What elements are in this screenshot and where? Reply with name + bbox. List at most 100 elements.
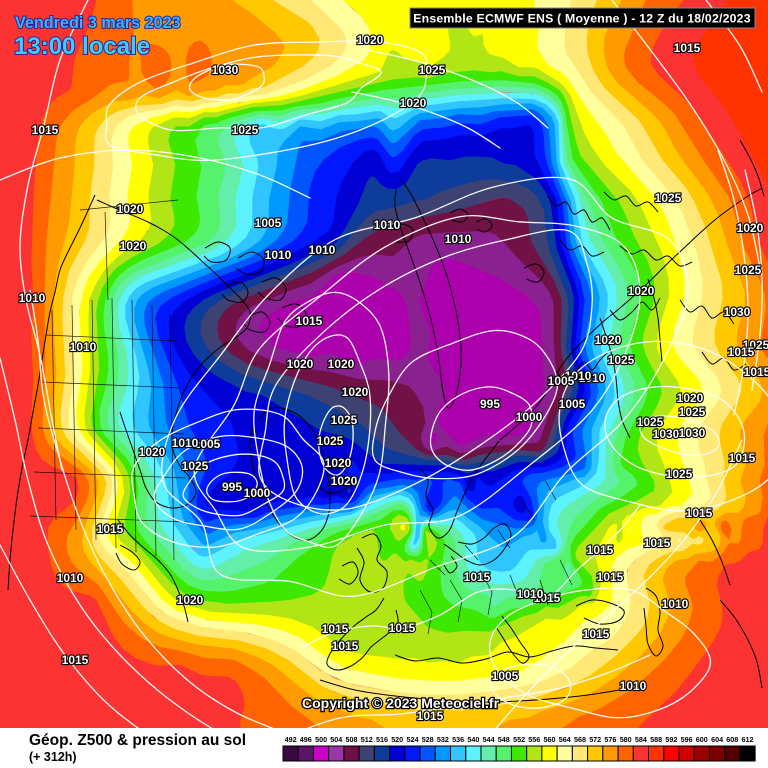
svg-text:1030: 1030 [724,305,751,319]
svg-text:524: 524 [407,735,419,744]
svg-text:1005: 1005 [559,397,586,411]
svg-text:1020: 1020 [117,202,144,216]
svg-text:1020: 1020 [328,357,355,371]
svg-text:1010: 1010 [374,218,401,232]
svg-text:1025: 1025 [735,263,762,277]
svg-text:576: 576 [604,735,616,744]
svg-text:1020: 1020 [325,456,352,470]
svg-text:1005: 1005 [492,669,519,683]
svg-text:1015: 1015 [464,570,491,584]
svg-text:1020: 1020 [357,33,384,47]
svg-text:1030: 1030 [212,63,239,77]
svg-text:516: 516 [376,735,388,744]
svg-text:1010: 1010 [565,369,592,383]
svg-text:1000: 1000 [244,486,271,500]
svg-text:520: 520 [391,735,403,744]
svg-text:1015: 1015 [296,314,323,328]
svg-text:532: 532 [437,735,449,744]
svg-text:528: 528 [422,735,434,744]
svg-text:492: 492 [285,735,297,744]
svg-text:600: 600 [696,735,708,744]
svg-text:1025: 1025 [666,467,693,481]
svg-text:536: 536 [452,735,464,744]
svg-text:1005: 1005 [194,437,221,451]
svg-text:1015: 1015 [729,451,756,465]
svg-text:1020: 1020 [287,357,314,371]
svg-text:612: 612 [742,735,754,744]
svg-text:604: 604 [711,735,723,744]
svg-text:1015: 1015 [97,522,124,536]
svg-text:552: 552 [513,735,525,744]
svg-text:1010: 1010 [517,587,544,601]
svg-text:1030: 1030 [679,426,706,440]
svg-text:1010: 1010 [19,291,46,305]
svg-text:995: 995 [222,480,242,494]
svg-text:1025: 1025 [637,415,664,429]
svg-text:588: 588 [650,735,662,744]
svg-text:572: 572 [589,735,601,744]
svg-text:1020: 1020 [628,284,655,298]
svg-text:1010: 1010 [620,679,647,693]
svg-text:556: 556 [528,735,540,744]
svg-text:564: 564 [559,735,571,744]
svg-text:1015: 1015 [686,506,713,520]
svg-text:995: 995 [480,397,500,411]
svg-text:1025: 1025 [743,338,768,352]
svg-text:1015: 1015 [417,709,444,723]
svg-text:1010: 1010 [70,340,97,354]
svg-text:512: 512 [361,735,373,744]
svg-text:1005: 1005 [548,374,575,388]
svg-text:1015: 1015 [62,653,89,667]
svg-text:1015: 1015 [587,543,614,557]
svg-text:1015: 1015 [644,536,671,550]
svg-text:1020: 1020 [737,221,764,235]
svg-text:560: 560 [544,735,556,744]
svg-text:1020: 1020 [595,333,622,347]
svg-text:1020: 1020 [400,96,427,110]
svg-text:500: 500 [315,735,327,744]
svg-text:1020: 1020 [177,593,204,607]
svg-text:544: 544 [483,735,495,744]
svg-text:1030: 1030 [653,427,680,441]
svg-text:1010: 1010 [309,243,336,257]
svg-text:1015: 1015 [583,627,610,641]
svg-text:Ensemble ECMWF ENS ( Moyenne: Ensemble ECMWF ENS ( Moyenne ) - 12 Z du… [413,12,751,26]
svg-text:1010: 1010 [445,232,472,246]
svg-text:504: 504 [330,735,342,744]
svg-text:1015: 1015 [534,591,561,605]
svg-text:1015: 1015 [674,41,701,55]
svg-text:608: 608 [726,735,738,744]
svg-text:1005: 1005 [255,216,282,230]
svg-text:548: 548 [498,735,510,744]
svg-text:1025: 1025 [419,63,446,77]
svg-text:1020: 1020 [139,445,166,459]
svg-text:1025: 1025 [679,405,706,419]
svg-text:1015: 1015 [597,570,624,584]
svg-text:596: 596 [681,735,693,744]
svg-text:508: 508 [346,735,358,744]
svg-text:1025: 1025 [331,413,358,427]
svg-text:496: 496 [300,735,312,744]
svg-text:540: 540 [467,735,479,744]
svg-text:1020: 1020 [342,385,369,399]
svg-text:1010: 1010 [57,571,84,585]
svg-text:568: 568 [574,735,586,744]
svg-text:1025: 1025 [182,459,209,473]
svg-text:1000: 1000 [516,410,543,424]
svg-text:Copyright © 2023 Meteociel.fr: Copyright © 2023 Meteociel.fr [302,695,500,711]
svg-text:592: 592 [665,735,677,744]
svg-text:1020: 1020 [331,474,358,488]
svg-text:1015: 1015 [32,123,59,137]
svg-text:1025: 1025 [608,353,635,367]
svg-text:(+ 312h): (+ 312h) [29,750,77,764]
svg-text:1025: 1025 [232,123,259,137]
svg-text:1010: 1010 [265,248,292,262]
svg-text:1015: 1015 [322,622,349,636]
svg-text:1025: 1025 [655,191,682,205]
svg-text:Vendredi 3 mars 2023: Vendredi 3 mars 2023 [15,14,181,32]
svg-text:1015: 1015 [744,365,768,379]
svg-text:1015: 1015 [389,621,416,635]
svg-text:1020: 1020 [120,239,147,253]
svg-text:1015: 1015 [332,639,359,653]
svg-text:1010: 1010 [172,436,199,450]
